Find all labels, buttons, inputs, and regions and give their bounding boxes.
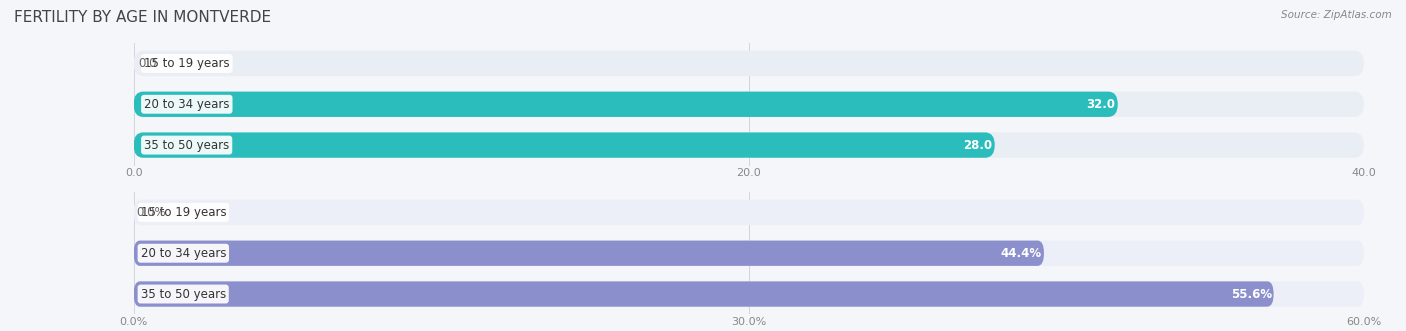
Text: Source: ZipAtlas.com: Source: ZipAtlas.com [1281, 10, 1392, 20]
Text: 20 to 34 years: 20 to 34 years [141, 247, 226, 260]
Text: 32.0: 32.0 [1085, 98, 1115, 111]
FancyBboxPatch shape [134, 281, 1364, 307]
Text: 55.6%: 55.6% [1230, 288, 1271, 301]
Text: 15 to 19 years: 15 to 19 years [141, 206, 226, 219]
Text: 35 to 50 years: 35 to 50 years [143, 139, 229, 152]
Text: 0.0%: 0.0% [136, 206, 166, 219]
Text: 0.0: 0.0 [138, 57, 157, 70]
FancyBboxPatch shape [134, 92, 1118, 117]
Text: 20 to 34 years: 20 to 34 years [143, 98, 229, 111]
Text: FERTILITY BY AGE IN MONTVERDE: FERTILITY BY AGE IN MONTVERDE [14, 10, 271, 25]
FancyBboxPatch shape [134, 132, 1364, 158]
FancyBboxPatch shape [134, 200, 1364, 225]
FancyBboxPatch shape [134, 281, 1274, 307]
FancyBboxPatch shape [134, 132, 995, 158]
Text: 35 to 50 years: 35 to 50 years [141, 288, 226, 301]
FancyBboxPatch shape [134, 51, 1364, 76]
Text: 15 to 19 years: 15 to 19 years [143, 57, 229, 70]
FancyBboxPatch shape [134, 241, 1043, 266]
Text: 28.0: 28.0 [963, 139, 991, 152]
FancyBboxPatch shape [134, 92, 1364, 117]
Text: 44.4%: 44.4% [1001, 247, 1042, 260]
FancyBboxPatch shape [134, 241, 1364, 266]
